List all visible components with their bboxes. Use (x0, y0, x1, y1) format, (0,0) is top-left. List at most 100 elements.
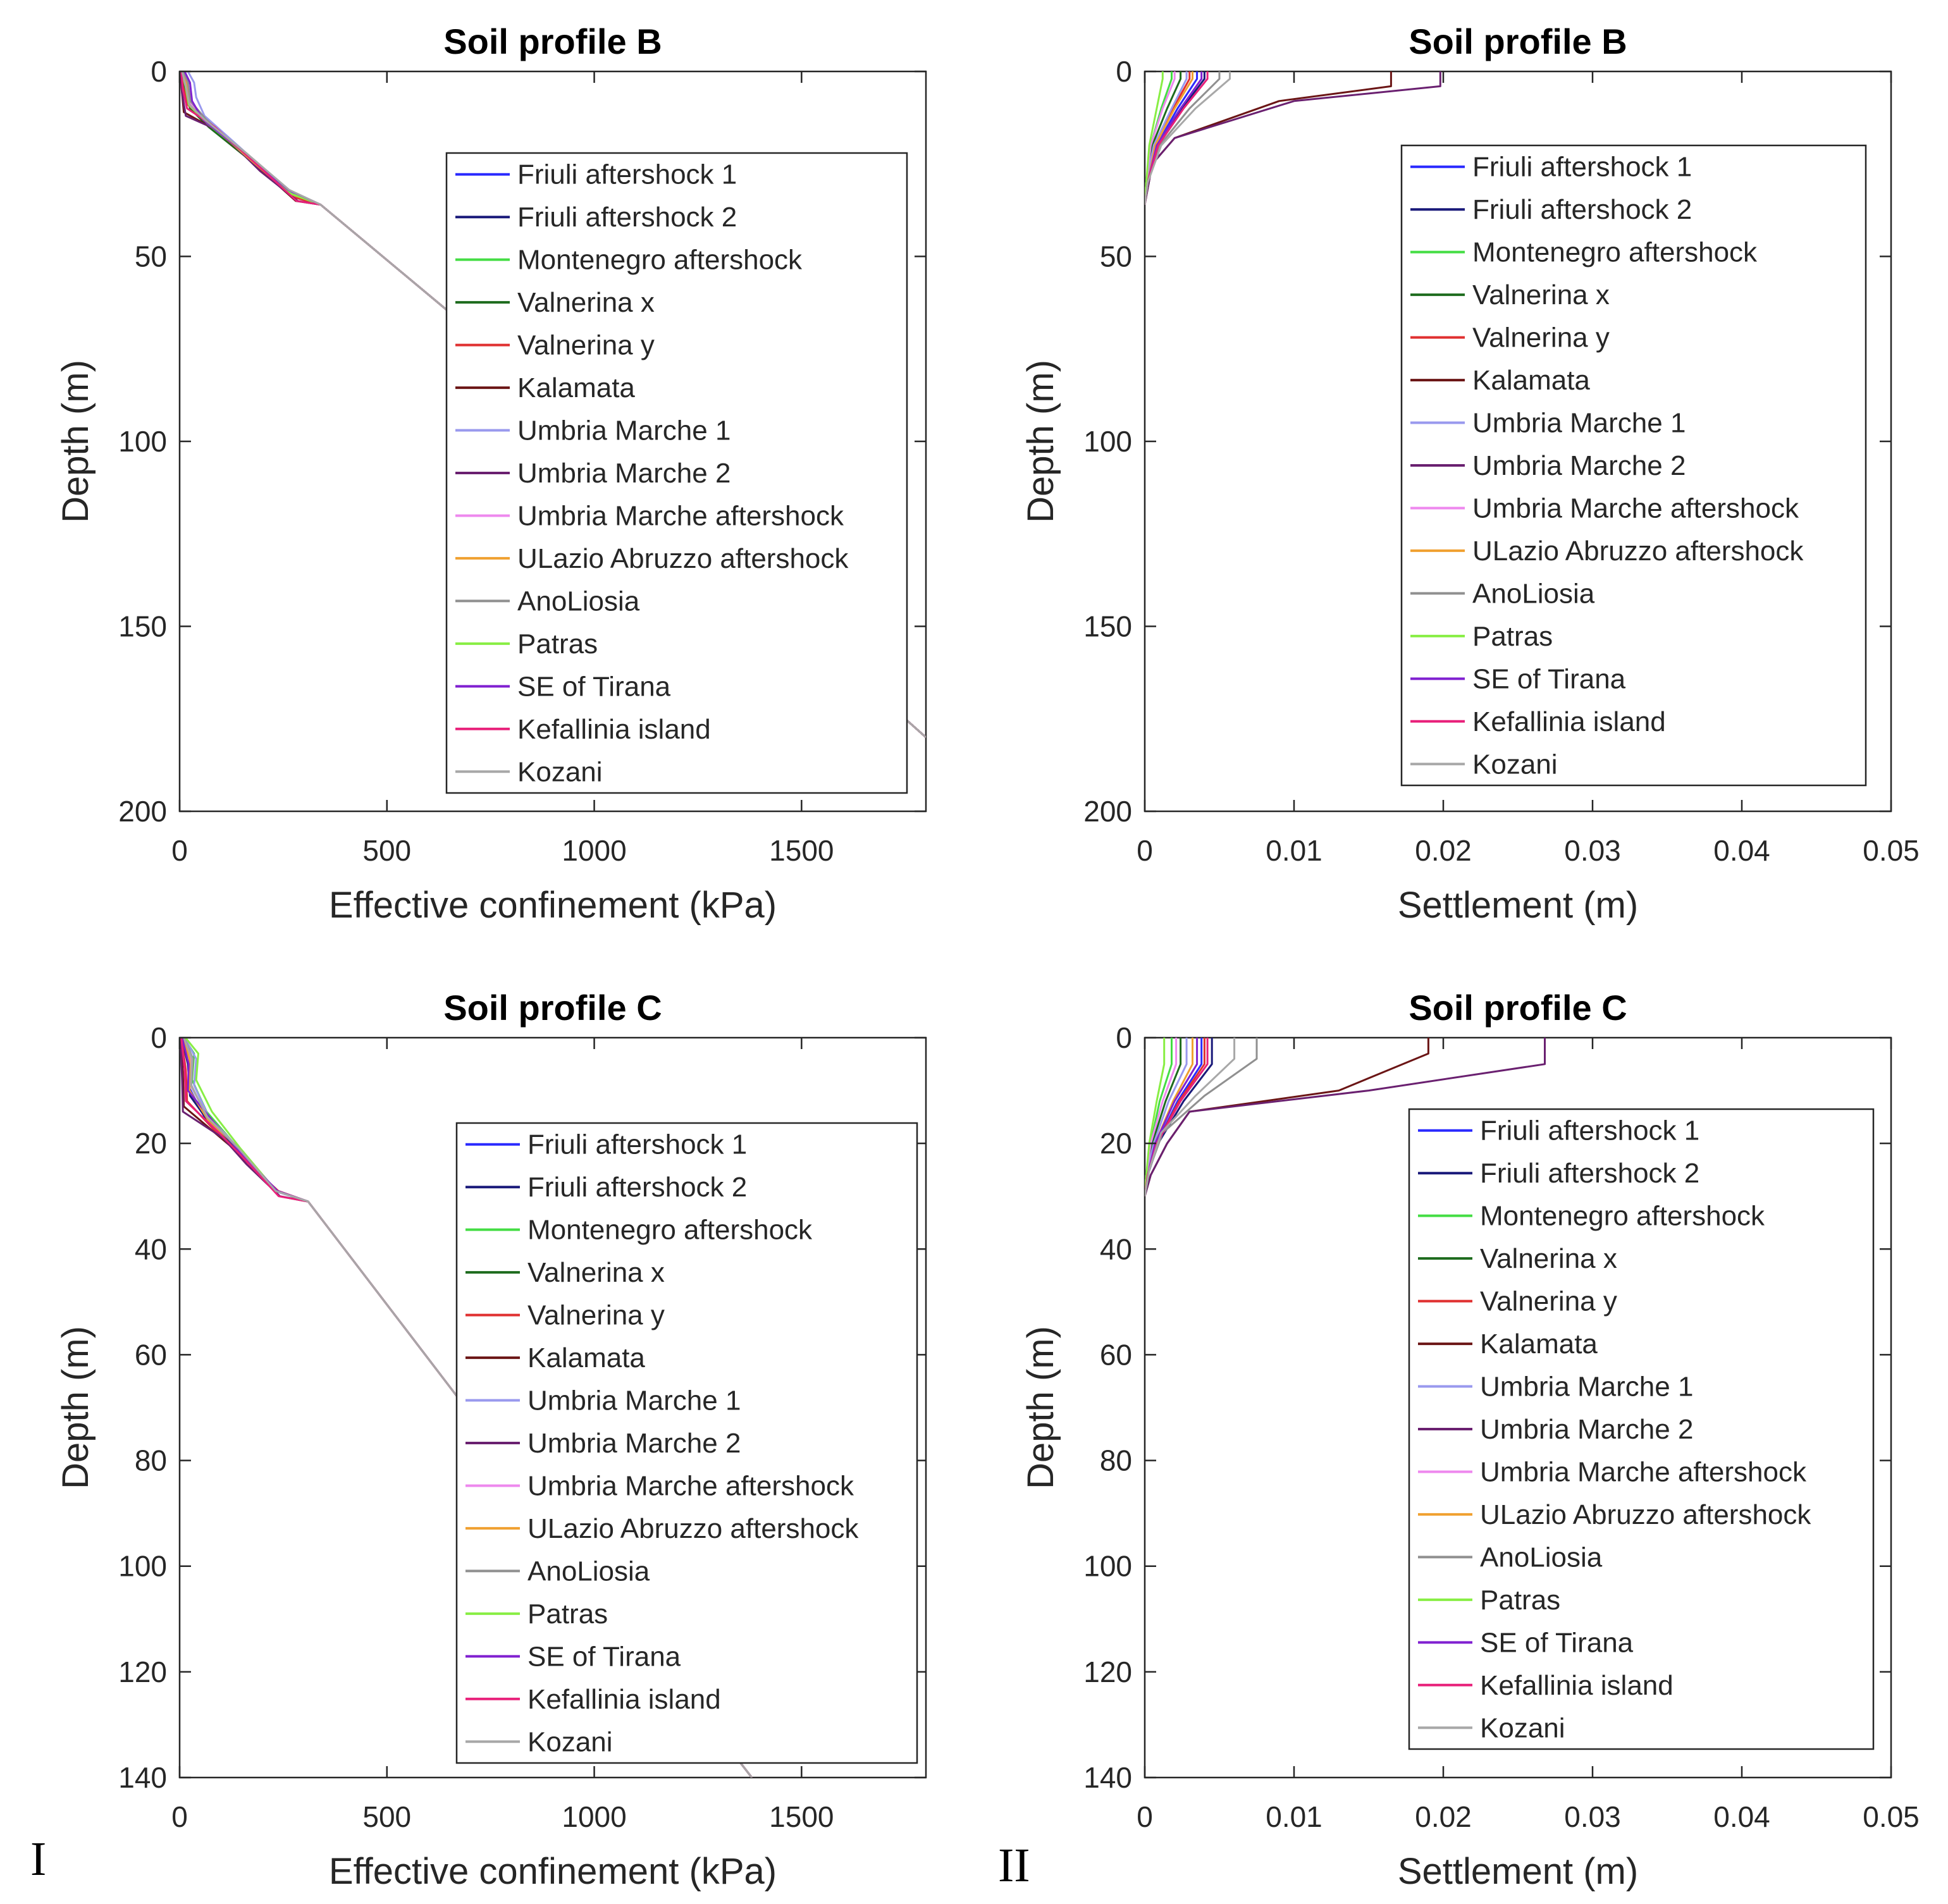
legend-entry: Valnerina x (517, 287, 655, 318)
legend-entry: Friuli aftershock 2 (517, 202, 737, 233)
x-tick-label: 0.01 (1266, 1800, 1322, 1833)
legend-entry: Montenegro aftershock (517, 245, 803, 276)
legend-entry: ULazio Abruzzo aftershock (527, 1513, 859, 1544)
series-line-kozani (183, 1038, 753, 1778)
x-tick-label: 1500 (769, 834, 834, 867)
y-tick-label: 120 (118, 1655, 167, 1688)
y-tick-label: 120 (1083, 1655, 1132, 1688)
legend-entry: Valnerina y (517, 330, 655, 361)
legend-box (455, 1122, 918, 1764)
legend-entry: Umbria Marche 2 (527, 1428, 741, 1459)
y-tick-label: 20 (135, 1127, 167, 1160)
x-axis-label: Effective confinement (kPa) (329, 885, 777, 926)
y-tick-label: 200 (118, 795, 167, 828)
x-tick-label: 0.02 (1415, 1800, 1472, 1833)
x-tick-label: 0 (1137, 1800, 1153, 1833)
x-tick-label: 0.04 (1713, 1800, 1770, 1833)
legend-entry: Umbria Marche 1 (1472, 408, 1686, 439)
y-tick-label: 150 (1083, 610, 1132, 643)
legend-entry: Umbria Marche aftershock (527, 1470, 854, 1501)
legend-entry: Patras (517, 629, 598, 660)
y-tick-label: 60 (135, 1338, 167, 1371)
legend-entry: Umbria Marche 2 (517, 458, 730, 489)
panel-label-1: I (30, 1833, 46, 1886)
y-axis-label: Depth (m) (1020, 360, 1061, 523)
legend-entry: Friuli aftershock 2 (1472, 194, 1692, 225)
legend-box (1408, 1108, 1875, 1750)
legend-entry: ULazio Abruzzo aftershock (1472, 536, 1804, 567)
legend-entry: Friuli aftershock 2 (527, 1172, 747, 1203)
x-tick-label: 0.04 (1713, 834, 1770, 867)
y-tick-label: 80 (135, 1444, 167, 1477)
legend-entry: Umbria Marche 1 (1480, 1372, 1693, 1403)
x-tick-label: 0 (171, 1800, 188, 1833)
legend-entry: Kefallinia island (517, 714, 711, 745)
y-tick-label: 50 (1100, 240, 1132, 273)
legend-entry: SE of Tirana (517, 671, 671, 702)
legend-entry: AnoLiosia (1480, 1542, 1603, 1573)
legend-entry: Kefallinia island (527, 1684, 721, 1715)
series-line-patras (1145, 71, 1164, 205)
y-tick-label: 50 (135, 240, 167, 273)
x-tick-label: 1000 (562, 834, 626, 867)
legend-entry: ULazio Abruzzo aftershock (1480, 1499, 1811, 1530)
y-tick-label: 0 (1116, 1021, 1132, 1054)
legend-entry: Friuli aftershock 2 (1480, 1158, 1699, 1189)
legend-entry: Umbria Marche 2 (1472, 450, 1686, 481)
legend-entry: Kalamata (1480, 1329, 1598, 1360)
series-line-kozani (1145, 71, 1231, 205)
y-axis-label: Depth (m) (1020, 1326, 1061, 1489)
series-line-kozani (1145, 1038, 1236, 1196)
x-tick-label: 0.05 (1863, 834, 1920, 867)
legend-entry: Valnerina y (527, 1300, 665, 1331)
y-tick-label: 100 (1083, 1550, 1132, 1583)
chart-soil-profile-b-confinement: 0 500 1000 1500 0 50 100 150 200 Soil profile B Ef… (55, 21, 927, 926)
y-tick-label: 150 (118, 610, 167, 643)
legend-entry: Kalamata (527, 1342, 645, 1373)
legend-entry: Valnerina x (1480, 1243, 1617, 1274)
x-tick-label: 0.02 (1415, 834, 1472, 867)
y-axis-label: Depth (m) (55, 360, 96, 523)
legend-entry: AnoLiosia (517, 586, 640, 617)
legend-entry: Patras (527, 1599, 608, 1630)
chart-soil-profile-c-settlement: 0 0.01 0.02 0.03 0.04 0.05 0 20 40 60 80 100 120 140 S… (1020, 988, 1920, 1892)
y-tick-label: 20 (1100, 1127, 1132, 1160)
legend-box (1400, 144, 1867, 787)
y-tick-label: 80 (1100, 1444, 1132, 1477)
legend-entry: Kalamata (1472, 365, 1590, 396)
chart-title: Soil profile C (443, 988, 662, 1028)
legend-entry: Kozani (1472, 749, 1558, 780)
chart-soil-profile-b-settlement: 0 0.01 0.02 0.03 0.04 0.05 0 50 100 150 200 Soil pr… (1020, 21, 1920, 926)
x-tick-label: 0 (1137, 834, 1153, 867)
y-tick-label: 140 (118, 1761, 167, 1794)
legend-entry: Montenegro aftershock (527, 1215, 813, 1246)
x-tick-label: 0.05 (1863, 1800, 1920, 1833)
series-line-kozani (181, 71, 926, 739)
legend-entry: SE of Tirana (527, 1641, 681, 1672)
legend-entry: Kefallinia island (1480, 1670, 1674, 1701)
legend-entry: Patras (1480, 1585, 1560, 1616)
x-tick-label: 0.01 (1266, 834, 1322, 867)
x-axis-label: Settlement (m) (1398, 1851, 1638, 1892)
legend-entry: Umbria Marche aftershock (1472, 493, 1799, 524)
y-tick-label: 140 (1083, 1761, 1132, 1794)
panel-label-2: II (998, 1839, 1030, 1892)
y-tick-label: 100 (1083, 425, 1132, 458)
legend-entry: Montenegro aftershock (1480, 1201, 1765, 1232)
x-tick-label: 0.03 (1564, 834, 1621, 867)
y-tick-label: 40 (1100, 1232, 1132, 1265)
series-line-patras (1145, 1038, 1166, 1196)
y-tick-label: 0 (151, 55, 167, 88)
legend-entry: Valnerina x (527, 1257, 665, 1288)
x-tick-label: 0 (171, 834, 188, 867)
legend-entry: Friuli aftershock 1 (1480, 1115, 1699, 1146)
legend-entry: SE of Tirana (1472, 663, 1626, 694)
y-tick-label: 0 (1116, 55, 1132, 88)
y-tick-label: 100 (118, 425, 167, 458)
legend-entry: Umbria Marche aftershock (1480, 1456, 1807, 1487)
legend-entry: AnoLiosia (1472, 578, 1595, 609)
legend-entry: Kefallinia island (1472, 706, 1666, 737)
series-line-umbria-marche-2 (1145, 1038, 1546, 1197)
x-tick-label: 1500 (769, 1800, 834, 1833)
